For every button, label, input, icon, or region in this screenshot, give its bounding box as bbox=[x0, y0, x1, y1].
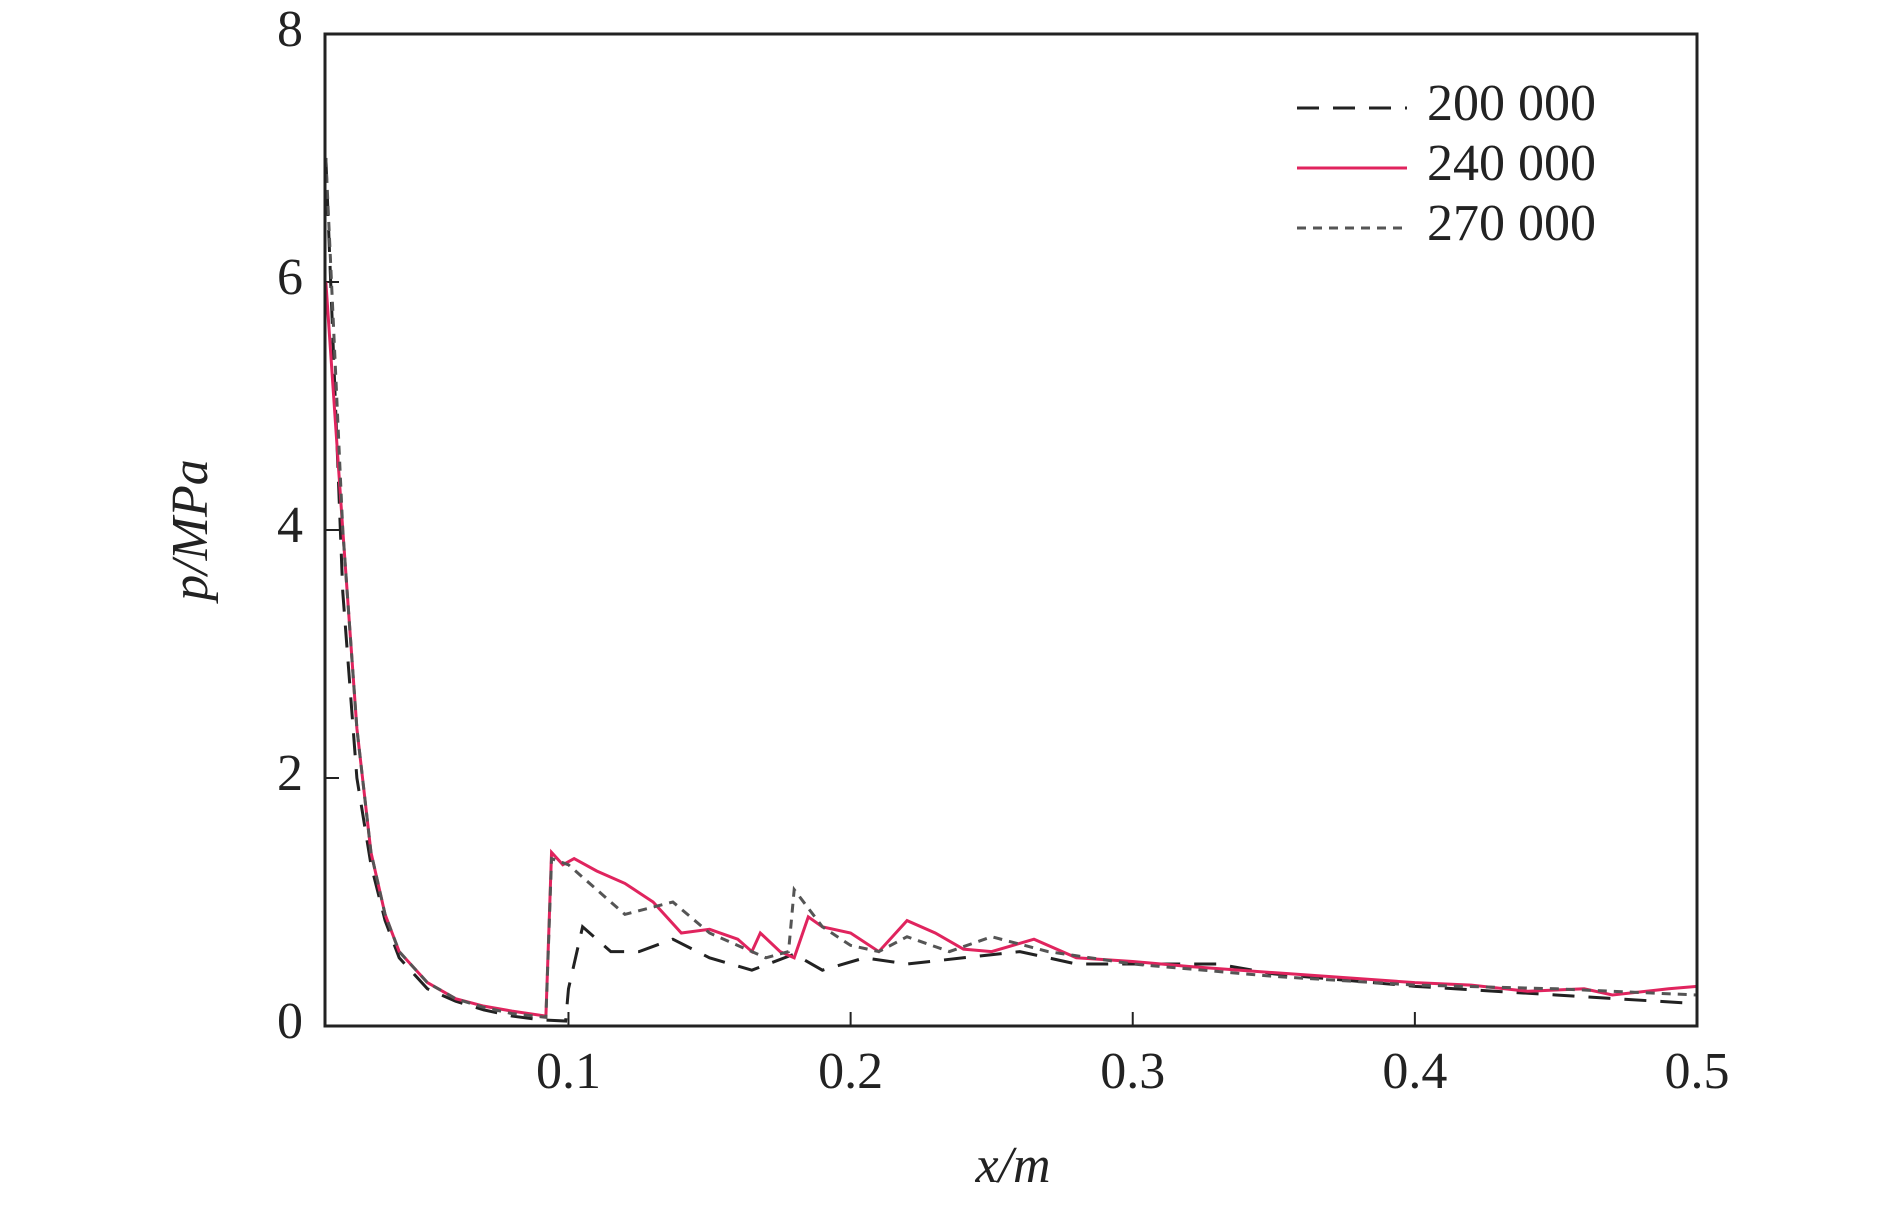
line-series bbox=[325, 157, 1697, 1019]
x-tick-label: 0.4 bbox=[1382, 1043, 1447, 1100]
x-tick-label: 0.1 bbox=[536, 1043, 601, 1100]
x-tick-label: 0.2 bbox=[818, 1043, 883, 1100]
y-tick-label: 8 bbox=[277, 1, 303, 58]
legend-label: 270 000 bbox=[1427, 195, 1596, 252]
y-tick-label: 6 bbox=[277, 249, 303, 306]
y-tick-label: 0 bbox=[277, 993, 303, 1050]
line-series bbox=[325, 157, 1697, 1023]
x-axis-label: x/m bbox=[974, 1137, 1050, 1194]
y-axis-label: p/MPa bbox=[162, 459, 219, 605]
x-tick-label: 0.5 bbox=[1665, 1043, 1730, 1100]
x-tick-label: 0.3 bbox=[1100, 1043, 1165, 1100]
y-tick-label: 4 bbox=[277, 497, 303, 554]
y-tick-label: 2 bbox=[277, 745, 303, 802]
line-series bbox=[325, 281, 1697, 1018]
plot-frame bbox=[323, 32, 1699, 1028]
legend-label: 240 000 bbox=[1427, 135, 1596, 192]
legend-label: 200 000 bbox=[1427, 75, 1596, 132]
